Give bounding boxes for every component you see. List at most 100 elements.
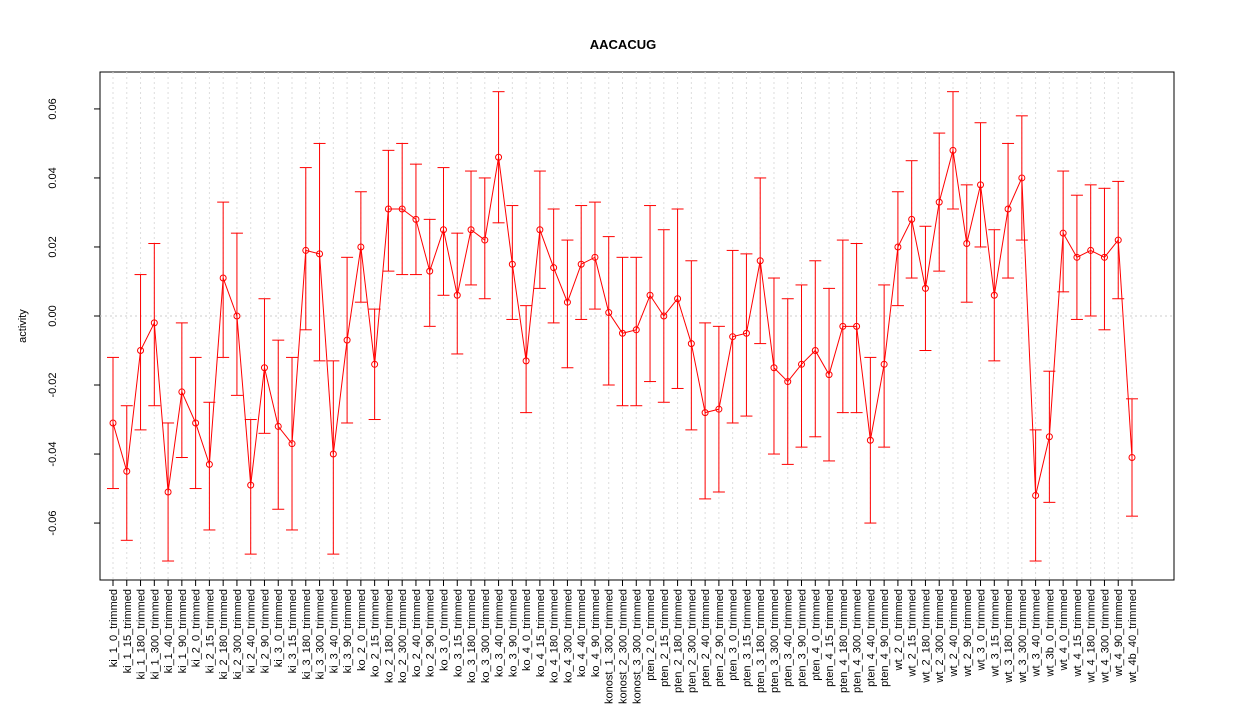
data-point: [260, 364, 268, 372]
x-tick-label: wt_2_300_trimmed: [934, 589, 946, 684]
x-tick-label: wt_2_0_trimmed: [893, 589, 905, 671]
data-point: [632, 326, 640, 334]
x-tick-label: ko_3_300_trimmed: [480, 589, 492, 683]
data-point: [770, 364, 778, 372]
data-point: [343, 336, 351, 344]
data-point: [784, 378, 792, 386]
data-point: [329, 450, 337, 458]
data-point: [963, 240, 971, 248]
x-tick-label: pten_2_90_trimmed: [714, 589, 726, 687]
x-tick-label: ko_3_180_trimmed: [466, 589, 478, 683]
y-tick-label: -0.04: [47, 441, 59, 466]
x-tick-label: ko_3_15_trimmed: [452, 589, 464, 677]
x-tick-label: wt_4_15_trimmed: [1072, 589, 1084, 677]
x-tick-label: ki_3_180_trimmed: [301, 589, 313, 680]
data-point: [1073, 253, 1081, 261]
x-tick-label: ko_2_0_trimmed: [356, 589, 368, 671]
x-tick-label: ko_3_0_trimmed: [438, 589, 450, 671]
x-tick-label: konost_2_300_trimmed: [618, 589, 630, 704]
x-tick-label: ki_2_300_trimmed: [232, 589, 244, 680]
x-tick-label: konost_1_300_trimmed: [604, 589, 616, 704]
data-point: [467, 226, 475, 234]
x-tick-label: ki_3_0_trimmed: [273, 589, 285, 667]
x-tick-label: ki_2_40_trimmed: [246, 589, 258, 673]
data-point: [1100, 253, 1108, 261]
data-point: [742, 329, 750, 337]
x-tick-label: ko_4_90_trimmed: [590, 589, 602, 677]
chart-title: AACACUG: [590, 37, 656, 52]
x-tick-label: ko_4_0_trimmed: [521, 589, 533, 671]
plot-box: [99, 71, 1175, 581]
x-tick-label: pten_4_90_trimmed: [879, 589, 891, 687]
x-tick-label: ko_2_180_trimmed: [383, 589, 395, 683]
x-tick-label: wt_4_90_trimmed: [1113, 589, 1125, 677]
data-point: [150, 319, 158, 327]
data-point: [687, 340, 695, 348]
data-point: [908, 215, 916, 223]
data-point: [536, 226, 544, 234]
x-tick-label: wt_3_0_trimmed: [976, 589, 988, 671]
data-point: [866, 436, 874, 444]
x-tick-label: ko_3_40_trimmed: [494, 589, 506, 677]
x-tick-label: pten_3_90_trimmed: [797, 589, 809, 687]
y-tick-label: 0.02: [47, 236, 59, 257]
data-point: [178, 388, 186, 396]
x-tick-label: konost_3_300_trimmed: [631, 589, 643, 704]
x-tick-label: ki_1_0_trimmed: [108, 589, 120, 667]
x-tick-label: ki_2_0_trimmed: [191, 589, 203, 667]
data-point: [577, 260, 585, 268]
x-tick-label: pten_3_180_trimmed: [755, 589, 767, 693]
data-point: [646, 291, 654, 299]
data-point: [880, 360, 888, 368]
x-tick-label: ko_2_15_trimmed: [370, 589, 382, 677]
x-tick-label: ki_2_15_trimmed: [204, 589, 216, 673]
data-point: [288, 440, 296, 448]
x-tick-label: wt_4_0_trimmed: [1058, 589, 1070, 671]
y-tick-label: -0.02: [47, 372, 59, 397]
data-point: [495, 153, 503, 161]
data-point: [591, 253, 599, 261]
x-tick-label: ki_1_300_trimmed: [149, 589, 161, 680]
x-tick-label: pten_2_40_trimmed: [700, 589, 712, 687]
x-tick-label: ki_3_40_trimmed: [328, 589, 340, 673]
data-point: [302, 246, 310, 254]
data-point: [123, 467, 131, 475]
x-tick-label: pten_3_40_trimmed: [783, 589, 795, 687]
data-point: [605, 309, 613, 317]
data-point: [247, 481, 255, 489]
x-tick-label: pten_2_180_trimmed: [673, 589, 685, 693]
x-tick-label: ki_3_300_trimmed: [315, 589, 327, 680]
data-point: [550, 264, 558, 272]
x-tick-label: ki_2_90_trimmed: [259, 589, 271, 673]
data-point: [894, 243, 902, 251]
x-tick-label: ko_2_300_trimmed: [397, 589, 409, 683]
x-tick-label: ki_1_90_trimmed: [177, 589, 189, 673]
data-point: [481, 236, 489, 244]
data-point: [990, 291, 998, 299]
x-tick-label: wt_2_90_trimmed: [962, 589, 974, 677]
x-tick-label: ko_3_90_trimmed: [507, 589, 519, 677]
data-point: [192, 419, 200, 427]
x-tick-label: ki_3_15_trimmed: [287, 589, 299, 673]
data-point: [219, 274, 227, 282]
data-point: [384, 205, 392, 213]
x-tick-label: wt_3_15_trimmed: [989, 589, 1001, 677]
data-point: [1018, 174, 1026, 182]
data-point: [853, 322, 861, 330]
x-tick-label: wt_2_40_trimmed: [948, 589, 960, 677]
x-tick-label: ki_1_40_trimmed: [163, 589, 175, 673]
data-point: [825, 371, 833, 379]
data-point: [1032, 491, 1040, 499]
data-point: [426, 267, 434, 275]
data-point: [522, 357, 530, 365]
data-point: [729, 333, 737, 341]
x-tick-label: ki_3_90_trimmed: [342, 589, 354, 673]
data-point: [921, 284, 929, 292]
x-tick-label: ki_1_180_trimmed: [136, 589, 148, 680]
data-point: [274, 422, 282, 430]
data-point: [839, 322, 847, 330]
x-tick-label: wt_4b_40_trimmed: [1127, 589, 1139, 684]
data-point: [233, 312, 241, 320]
y-tick-label: 0.00: [47, 305, 59, 326]
x-tick-label: wt_4_180_trimmed: [1086, 589, 1098, 684]
